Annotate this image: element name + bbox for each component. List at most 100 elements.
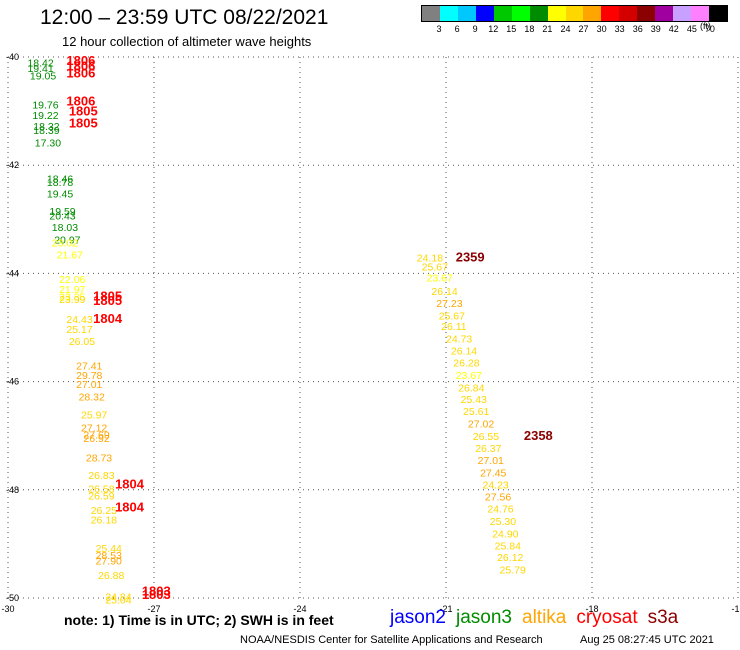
wave-height-label: 26.88 — [98, 570, 124, 582]
wave-height-label: 26.14 — [431, 286, 457, 298]
wave-height-label: 29.78 — [76, 370, 102, 382]
time-label: 1804 — [115, 477, 145, 492]
color-scale-swatches — [421, 5, 728, 22]
wave-height-label: 27.01 — [478, 455, 504, 467]
color-swatch — [422, 6, 440, 21]
color-scale-tick: 9 — [472, 24, 478, 34]
color-swatch — [691, 6, 709, 21]
wave-height-label: 19.76 — [32, 99, 58, 111]
wave-height-label: 27.45 — [480, 467, 506, 479]
lon-tick-label: -18 — [585, 604, 598, 614]
wave-height-label: 18.32 — [33, 121, 59, 133]
color-swatch — [547, 6, 566, 21]
time-label: 1803 — [142, 583, 171, 598]
wave-height-label: 28.32 — [79, 392, 105, 404]
wave-height-label: 26.55 — [473, 431, 499, 443]
wave-height-label: 20.43 — [49, 210, 75, 222]
satellite-legend: jason2 jason3 altika cryosat s3a — [390, 607, 688, 629]
wave-height-label: 25.67 — [439, 310, 465, 322]
color-scale-tick: 21 — [542, 24, 553, 34]
wave-height-label: 20.97 — [54, 235, 80, 247]
lat-tick-label: -46 — [6, 377, 19, 387]
page-title: 12:00 – 23:59 UTC 08/22/2021 — [40, 6, 329, 29]
time-label: 1805 — [93, 288, 122, 303]
wave-height-label: 26.14 — [451, 346, 477, 358]
satellite-legend-item: s3a — [647, 607, 679, 628]
lon-tick-label: -24 — [293, 604, 306, 614]
lon-tick-label: -15 — [731, 604, 740, 614]
color-scale-legend: 3 6 9 12 15 18 21 24 27 30 33 36 39 42 45 70 — [421, 5, 728, 36]
lat-tick-label: -44 — [6, 268, 19, 278]
color-scale-ticks: 3 6 9 12 15 18 21 24 27 30 33 36 39 42 45 70 — [421, 22, 728, 36]
wave-height-label: 25.97 — [81, 409, 107, 421]
time-label: 1806 — [66, 94, 95, 109]
wave-height-label: 25.67 — [422, 262, 448, 274]
lon-tick-label: -21 — [439, 604, 452, 614]
wave-height-label: 27.23 — [436, 298, 462, 310]
wave-height-label: 24.76 — [487, 504, 513, 516]
color-scale-tick: 45 — [686, 24, 697, 34]
color-swatch — [511, 6, 530, 21]
wave-height-label: 23.67 — [427, 273, 453, 285]
wave-height-label: 26.05 — [69, 336, 95, 348]
wave-height-label: 26.83 — [88, 470, 114, 482]
wave-height-label: 25.44 — [96, 543, 122, 555]
color-swatch — [439, 6, 458, 21]
wave-height-label: 24.43 — [66, 314, 92, 326]
color-swatch — [529, 6, 548, 21]
wave-height-label: 25.30 — [490, 516, 516, 528]
time-label: 1805 — [69, 103, 98, 118]
wave-height-label: 26.18 — [91, 514, 117, 526]
wave-height-label: 26.28 — [453, 357, 479, 369]
lat-tick-label: -48 — [6, 485, 19, 495]
wave-height-label: 27.90 — [96, 555, 122, 567]
wave-height-label: 28.73 — [86, 453, 112, 465]
wave-height-label: 26.37 — [475, 443, 501, 455]
wave-height-label: 19.59 — [49, 206, 75, 218]
wave-height-label: 28.53 — [96, 550, 122, 562]
time-label: 1805 — [93, 293, 122, 308]
lat-tick-label: -50 — [6, 593, 19, 603]
color-swatch — [601, 6, 620, 21]
color-scale-tick: 3 — [436, 24, 442, 34]
time-label: 1806 — [66, 53, 95, 68]
wave-height-label: 18.46 — [47, 174, 73, 186]
wave-height-label: 21.97 — [59, 284, 85, 296]
footer-organization: NOAA/NESDIS Center for Satellite Applica… — [240, 634, 543, 646]
wave-height-label: 23.35 — [59, 291, 85, 303]
wave-height-label: 17.30 — [35, 137, 61, 149]
color-swatch — [565, 6, 584, 21]
wave-height-label: 26.11 — [441, 321, 467, 333]
wave-height-label: 23.67 — [456, 370, 482, 382]
time-label: 1804 — [93, 311, 123, 326]
lat-tick-label: -42 — [6, 160, 19, 170]
wave-height-label: 19.22 — [32, 110, 58, 122]
wave-height-label: 21.67 — [57, 249, 83, 261]
wave-height-label: 27.01 — [76, 379, 102, 391]
color-swatch — [709, 6, 727, 21]
footer-timestamp: Aug 25 08:27:45 UTC 2021 — [580, 634, 714, 646]
color-swatch — [475, 6, 494, 21]
map-note: note: 1) Time is in UTC; 2) SWH is in fe… — [64, 612, 334, 628]
lon-tick-label: -30 — [1, 604, 14, 614]
page-subtitle: 12 hour collection of altimeter wave hei… — [62, 34, 312, 49]
color-scale-tick: 42 — [668, 24, 679, 34]
lon-tick-label: -27 — [147, 604, 160, 614]
wave-height-label: 25.43 — [461, 394, 487, 406]
wave-height-label: 25.17 — [66, 324, 92, 336]
color-scale-tick: 27 — [578, 24, 589, 34]
color-scale-tick: 33 — [614, 24, 625, 34]
wave-height-label: 23.99 — [59, 294, 85, 306]
time-label: 1806 — [66, 66, 95, 81]
color-swatch — [637, 6, 656, 21]
satellite-legend-item: jason2 — [390, 607, 446, 628]
time-label: 1804 — [115, 499, 145, 514]
wave-height-label: 26.92 — [83, 433, 109, 445]
wave-height-label: 25.79 — [500, 565, 526, 577]
color-scale-tick: 24 — [560, 24, 571, 34]
wave-height-label: 25.61 — [463, 406, 489, 418]
color-scale-tick: 12 — [488, 24, 499, 34]
wave-height-label: 18.03 — [52, 222, 78, 234]
time-label: 2358 — [524, 428, 553, 443]
